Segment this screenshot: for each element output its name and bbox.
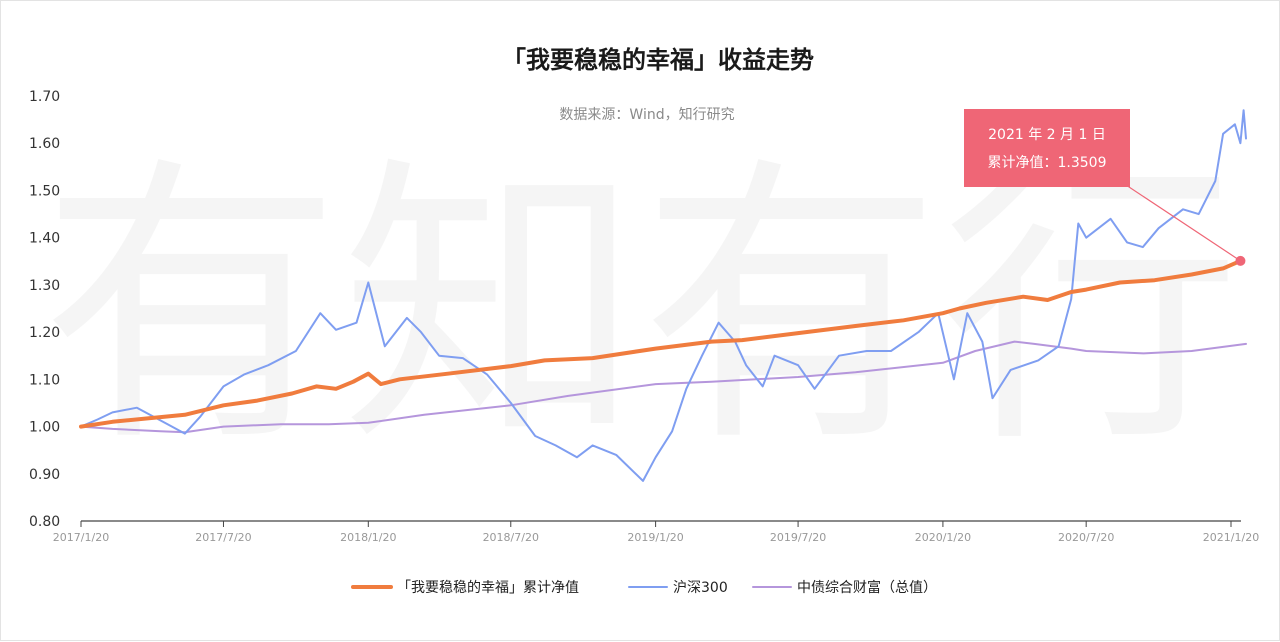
series-line-1 — [80, 109, 1247, 482]
chart-subtitle: 数据来源：Wind，知行研究 — [559, 106, 734, 123]
x-axis: 2017/1/20 2017/7/20 2018/1/20 2018/7/20 2019… — [53, 520, 1259, 544]
x-tick-label: 2020/1/20 — [915, 531, 971, 544]
legend: 「我要稳稳的幸福」累计净值 沪深300 中债综合财富（总值） — [351, 579, 937, 596]
series-line-2 — [80, 340, 1247, 434]
y-axis: 0.80 0.90 1.00 1.10 1.20 1.30 1.40 1.50 1.60 1.70 — [29, 89, 60, 530]
chart-title: 「我要稳稳的幸福」收益走势 — [502, 46, 814, 74]
y-tick-label: 1.20 — [29, 325, 60, 341]
x-tick-label: 2018/1/20 — [340, 531, 396, 544]
x-tick-label: 2019/1/20 — [627, 531, 683, 544]
annotation-leader — [1119, 180, 1241, 262]
annotation-value: 累计净值：1.3509 — [988, 155, 1107, 171]
x-tick-label: 2020/7/20 — [1058, 531, 1114, 544]
x-tick-label: 2018/7/20 — [483, 531, 539, 544]
x-tick-label: 2017/7/20 — [195, 531, 251, 544]
y-tick-label: 0.80 — [29, 514, 60, 530]
y-tick-label: 1.30 — [29, 278, 60, 294]
series-layer — [79, 109, 1247, 482]
legend-label-1: 沪深300 — [673, 580, 728, 596]
series-line-0 — [79, 258, 1243, 429]
legend-label-2: 中债综合财富（总值） — [797, 579, 937, 596]
x-tick-label: 2017/1/20 — [53, 531, 109, 544]
y-tick-label: 1.50 — [29, 183, 60, 199]
x-tick-label: 2021/1/20 — [1203, 531, 1259, 544]
x-tick-label: 2019/7/20 — [770, 531, 826, 544]
y-tick-label: 0.90 — [29, 467, 60, 483]
legend-label-0: 「我要稳稳的幸福」累计净值 — [397, 580, 579, 596]
annotation-date: 2021 年 2 月 1 日 — [988, 127, 1106, 143]
y-tick-label: 1.70 — [29, 89, 60, 105]
y-tick-label: 1.40 — [29, 231, 60, 247]
annotation-box — [964, 109, 1130, 187]
y-tick-label: 1.10 — [29, 372, 60, 388]
y-tick-label: 1.00 — [29, 420, 60, 436]
annotation-point — [1235, 255, 1246, 266]
y-tick-label: 1.60 — [29, 136, 60, 152]
